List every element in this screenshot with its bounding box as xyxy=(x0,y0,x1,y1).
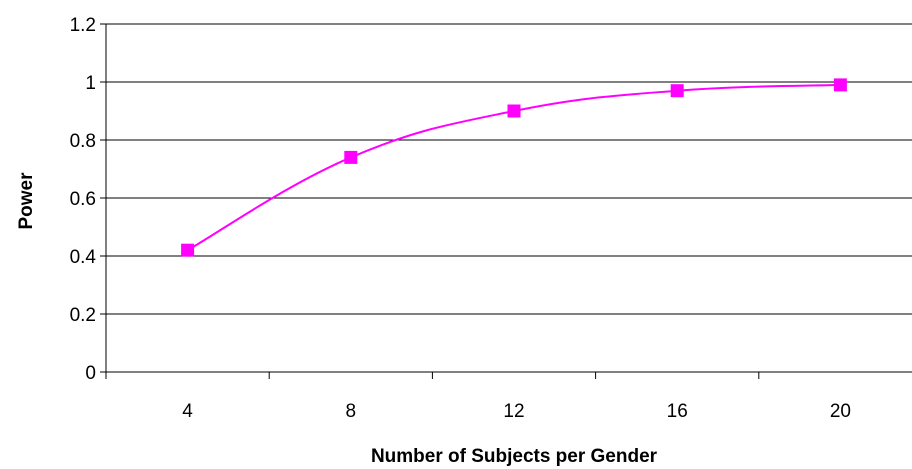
x-axis-title: Number of Subjects per Gender xyxy=(371,446,658,467)
x-tick-label: 4 xyxy=(182,401,193,422)
power-series xyxy=(181,78,847,257)
data-point-marker xyxy=(670,84,684,98)
y-tick-label: 0 xyxy=(85,363,96,384)
x-tick-label: 12 xyxy=(503,401,524,422)
x-tick-labels: 4 8 12 16 20 xyxy=(182,401,851,422)
data-point-marker xyxy=(344,150,358,164)
y-tick-label: 1.2 xyxy=(70,15,96,36)
y-tick-labels: 0 0.2 0.4 0.6 0.8 1 1.2 xyxy=(70,15,97,384)
y-tick-label: 0.8 xyxy=(70,131,96,152)
axes xyxy=(100,23,912,379)
y-gridlines xyxy=(106,23,912,315)
data-point-marker xyxy=(507,104,521,118)
y-tick-label: 1 xyxy=(85,73,96,94)
data-point-marker xyxy=(833,78,847,92)
data-point-marker xyxy=(181,243,195,257)
x-tick-label: 16 xyxy=(667,401,688,422)
x-tick-label: 20 xyxy=(830,401,851,422)
y-tick-label: 0.6 xyxy=(70,189,96,210)
y-tick-label: 0.2 xyxy=(70,305,96,326)
y-tick-label: 0.4 xyxy=(70,247,97,268)
y-axis-title: Power xyxy=(16,172,37,230)
x-tick-label: 8 xyxy=(346,401,357,422)
